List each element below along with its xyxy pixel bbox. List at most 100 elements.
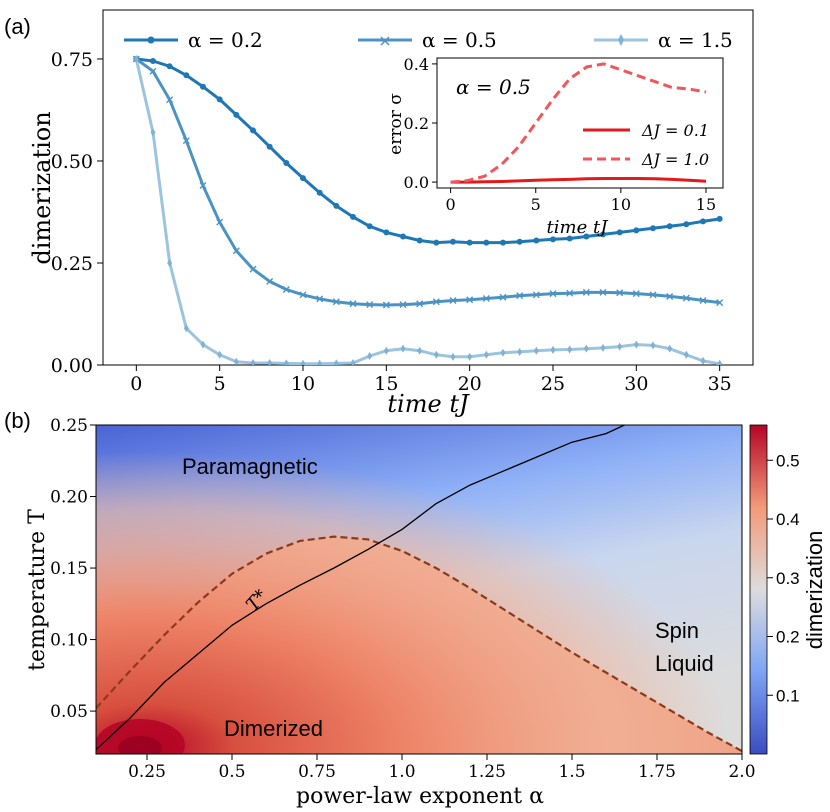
data-point [316,295,324,303]
data-point [282,286,290,294]
panel-a-y-tick-label: 0.00 [51,355,93,377]
data-point [633,340,639,349]
data-point [432,298,440,306]
heatmap-frame [95,424,743,755]
data-point [217,350,223,359]
panel-b-x-tick-label: 1.0 [388,762,415,782]
inset-x-tick-label: 15 [696,195,716,214]
data-point [133,54,139,63]
colorbar-ticks: 0.1 0.2 0.3 0.4 0.5 [767,451,800,705]
data-point [399,301,407,309]
colorbar-tick-label: 0.1 [776,686,800,705]
data-point [583,344,589,353]
legend-label-alpha-0.2: α = 0.2 [188,28,263,52]
data-point [249,265,257,273]
data-point [300,175,306,182]
data-point [433,239,440,246]
data-point [517,347,523,356]
panel-a-y-ticks: 0.00 0.25 0.50 0.75 [51,49,103,377]
inset-x-tick-label: 5 [531,195,541,214]
legend-entry-alpha-1.5: α = 1.5 [594,28,733,52]
data-point [666,223,673,230]
data-point [250,127,256,134]
data-point [332,298,340,306]
inset-y-ticks: 0.0 0.2 0.4 [404,55,437,192]
panel-a-label: (a) [4,14,31,39]
data-point [567,345,573,354]
data-point [416,237,423,244]
data-point [232,247,240,255]
panel-a: 0.000.250.500.75 0 5 10 15 20 25 30 35 dimeriza… [28,9,754,418]
data-point [532,291,540,299]
data-point [499,293,507,301]
data-point [150,128,156,137]
data-point [583,233,590,240]
panel-b-y-tick-label: 0.20 [50,488,88,508]
legend-label-alpha-0.5: α = 0.5 [422,28,497,52]
data-point [516,238,523,245]
data-point [483,350,489,359]
data-point [450,238,456,245]
data-point [549,290,557,298]
data-point [716,215,723,222]
data-point [400,344,406,353]
panel-b-x-tick-label: 2.0 [728,762,755,782]
panel-b-x-tick-label: 1.75 [638,762,676,782]
data-point [500,239,506,246]
colorbar-label: dimerization [802,531,827,650]
inset-series-line-0 [450,177,707,184]
data-point [466,239,473,246]
inset-frame [436,57,724,189]
data-point [216,96,223,103]
data-point [267,358,273,365]
data-point [700,356,706,365]
data-point [416,300,424,308]
data-point [683,350,689,359]
panel-a-x-label: time tJ [387,390,470,418]
data-point [716,299,724,307]
panel-b-x-tick-label: 0.25 [128,762,166,782]
data-point [667,344,673,353]
inset-series [450,62,707,184]
panel-a-x-tick-label: 15 [374,373,398,395]
panel-a-x-tick-label: 35 [708,373,732,395]
data-point [150,58,156,65]
inset-y-tick-label: 0.0 [404,173,429,192]
data-point [632,290,640,298]
panel-b-x-tick-label: 0.75 [298,762,336,782]
data-point [333,202,340,209]
data-point [599,288,607,296]
panel-b-y-ticks: 0.05 0.10 0.15 0.20 0.25 [50,416,96,722]
series-line-1 [135,57,720,307]
data-point [233,111,240,118]
data-point [182,137,190,145]
data-point [266,143,273,150]
data-point [350,213,356,220]
inset-legend-label-dj-0.1: ΔJ = 0.1 [641,121,709,140]
legend-entry-alpha-0.2: α = 0.2 [124,28,263,52]
data-point [333,359,339,365]
panel-a-x-tick-label: 30 [624,373,648,395]
region-label-spin: Spin [655,618,699,643]
panel-b-x-tick-label: 1.5 [558,762,585,782]
inset-y-tick-label: 0.2 [404,114,429,133]
colorbar-tick-label: 0.5 [776,451,800,470]
heatmap [96,425,742,754]
inset-chart: 0.0 0.2 0.4 0 5 10 15 α = 0.5 error σ time tJ… [386,55,724,238]
panel-b-x-ticks: 0.25 0.5 0.75 1.0 1.25 1.5 1.75 2.0 [128,754,756,782]
panel-a-x-tick-label: 25 [541,373,565,395]
data-point [600,231,606,238]
data-point [449,297,457,305]
region-label-paramagnetic: Paramagnetic [182,454,318,479]
data-point [166,96,174,104]
data-point [383,229,390,236]
colorbar-tick-label: 0.3 [776,569,800,588]
panel-a-frame [102,9,754,366]
data-point [516,292,524,300]
data-point [250,358,256,365]
inset-x-tick-label: 10 [611,195,631,214]
data-point [433,350,439,359]
data-point [582,288,590,296]
colorbar-tick-label: 0.2 [776,628,800,647]
data-point [566,235,573,242]
